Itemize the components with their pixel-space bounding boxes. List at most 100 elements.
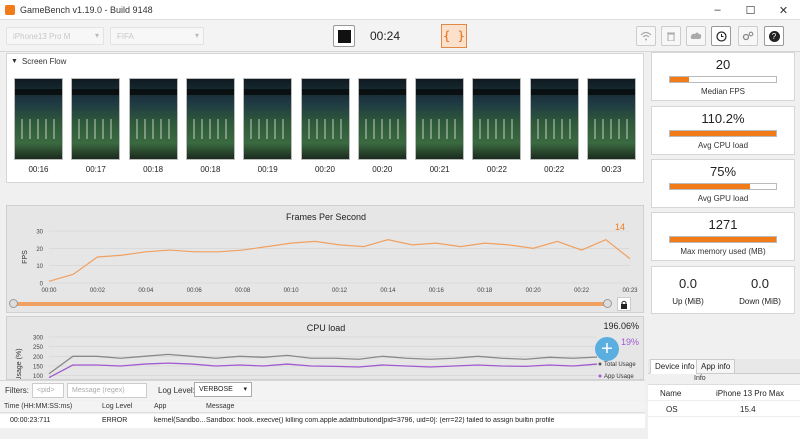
legend-total-marker [598,362,602,366]
help-icon[interactable]: ? [764,26,784,46]
gameplay-screenshot [529,78,579,160]
fps-x-tick-label: 00:00 [41,288,57,294]
gameplay-screenshot [587,78,636,160]
timeline-end-handle[interactable] [603,299,612,308]
log-col-app[interactable]: App [154,403,167,410]
stop-recording-button[interactable] [333,25,355,47]
screen-flow-thumbnail[interactable]: 00:18 [128,78,178,188]
cpu-y-tick-label: 100 [33,374,44,380]
fps-y-tick-label: 10 [36,264,43,270]
screen-flow-thumbnail[interactable]: 00:20 [357,78,407,188]
timeline-start-handle[interactable] [9,299,18,308]
log-row[interactable]: 00:00:23:711 ERROR kernel(Sandbo... Sand… [0,414,645,428]
thumbnail-time: 00:22 [486,165,507,174]
fps-x-tick-label: 00:06 [187,288,203,294]
avg-gpu-label: Avg GPU load [697,194,749,203]
pid-filter-input[interactable]: <pid> [32,383,64,398]
fps-x-tick-label: 00:16 [429,288,445,294]
screen-flow-thumbnail[interactable]: 00:16 [14,78,63,188]
thumbnail-time: 00:23 [601,165,622,174]
cpu-y-axis-label: Usage (%) [16,348,23,380]
down-label: Down (MiB) [739,297,781,306]
wifi-icon[interactable] [636,26,656,46]
legend-total-usage: Total Usage [604,362,636,368]
app-dropdown[interactable]: FIFA ▾ [110,27,204,45]
device-dropdown[interactable]: iPhone13 Pro M ▾ [6,27,104,45]
log-col-time[interactable]: Time (HH:MM:SS:ms) [4,403,73,410]
screen-flow-thumbnail[interactable]: 00:21 [415,78,465,188]
device-info-table: Info Name iPhone 13 Pro Max OS 15.4 [648,374,800,439]
avg-gpu-bar [669,183,777,190]
cpu-y-tick-label: 250 [33,345,44,351]
legend-app-marker [598,374,602,378]
log-col-level[interactable]: Log Level [102,403,133,410]
screen-flow-thumbnail[interactable]: 00:22 [529,78,579,188]
stop-icon [338,30,351,43]
add-marker-button[interactable]: + [595,337,619,361]
screen-flow-thumbnail[interactable]: 00:17 [71,78,121,188]
median-fps-label: Median FPS [700,87,746,96]
screen-flow-thumbnail[interactable]: 00:22 [472,78,522,188]
fps-chart-title: Frames Per Second [285,212,367,222]
window-title: GameBench v1.19.0 - Build 9148 [20,4,153,15]
avg-cpu-label: Avg CPU load [697,141,749,150]
log-time: 00:00:23:711 [10,417,51,424]
cpu-total-usage-line [48,353,598,375]
cpu-y-tick-label: 300 [33,336,44,342]
fps-y-axis-label: FPS [22,250,29,264]
settings-gear-icon[interactable] [738,26,758,46]
gameplay-screenshot [71,78,121,160]
screen-flow-thumbnail[interactable]: 00:19 [243,78,293,188]
screen-flow-thumbnail[interactable]: 00:20 [300,78,350,188]
fps-y-tick-label: 20 [36,247,43,253]
median-fps-bar-fill [670,77,690,82]
screen-flow-header[interactable]: ▼ Screen Flow [7,54,643,68]
max-memory-value: 1271 [708,217,738,232]
gameplay-screenshot [472,78,522,160]
lock-icon[interactable] [617,297,631,311]
title-bar: GameBench v1.19.0 - Build 9148 – ☐ ✕ [0,0,800,20]
tab-device-info[interactable]: Device info [650,359,700,374]
gameplay-screenshot [243,78,293,160]
log-table-header: Time (HH:MM:SS:ms) Log Level App Message [0,401,645,413]
max-memory-bar [669,236,777,243]
fps-series-line [48,238,631,282]
filters-label: Filters: [5,386,29,395]
thumbnail-time: 00:16 [28,165,49,174]
maximize-button[interactable]: ☐ [745,4,756,17]
log-level-select[interactable]: VERBOSE ▾ [194,382,252,397]
median-fps-card: 20 Median FPS [651,52,795,101]
thumbnail-time: 00:20 [372,165,393,174]
gameplay-screenshot [14,78,63,160]
cloud-upload-icon[interactable] [686,26,706,46]
gameplay-screenshot [185,78,235,160]
log-level-label: Log Level: [158,386,195,395]
avg-cpu-bar-fill [670,131,776,136]
log-filter-bar: Filters: <pid> Message (regex) Log Level… [0,380,645,400]
max-memory-label: Max memory used (MB) [680,247,766,256]
fps-x-tick-label: 00:02 [90,288,106,294]
screen-flow-thumbnail[interactable]: 00:18 [185,78,235,188]
avg-gpu-card: 75% Avg GPU load [651,159,795,208]
cpu-chart-title: CPU load [306,323,346,333]
message-filter-input[interactable]: Message (regex) [67,383,147,398]
gameplay-screenshot [357,78,407,160]
trash-icon[interactable] [661,26,681,46]
tab-app-info[interactable]: App info [696,359,736,374]
timeline-scrubber-track[interactable] [14,302,609,306]
screen-flow-thumbnail[interactable]: 00:23 [587,78,636,188]
json-export-button[interactable]: { } [441,24,467,48]
log-col-message[interactable]: Message [206,403,235,410]
close-button[interactable]: ✕ [778,4,789,17]
cpu-total-value: 196.06% [603,321,639,331]
screen-flow-panel: ▼ Screen Flow 00:16 00:17 00:18 00:18 00:19 0… [6,53,644,183]
fps-current-value: 14 [615,222,625,232]
max-memory-card: 1271 Max memory used (MB) [651,212,795,261]
minimize-button[interactable]: – [714,4,721,16]
device-info-tabs: Device info App info [648,359,800,374]
screen-flow-label: Screen Flow [21,56,67,66]
chevron-down-icon: ▾ [243,386,247,393]
history-icon[interactable] [711,26,731,46]
device-info-row: OS 15.4 [648,402,800,417]
cpu-chart: 100 150 200 250 300 Usage (%) 196.06% 19% Total … [16,321,639,380]
